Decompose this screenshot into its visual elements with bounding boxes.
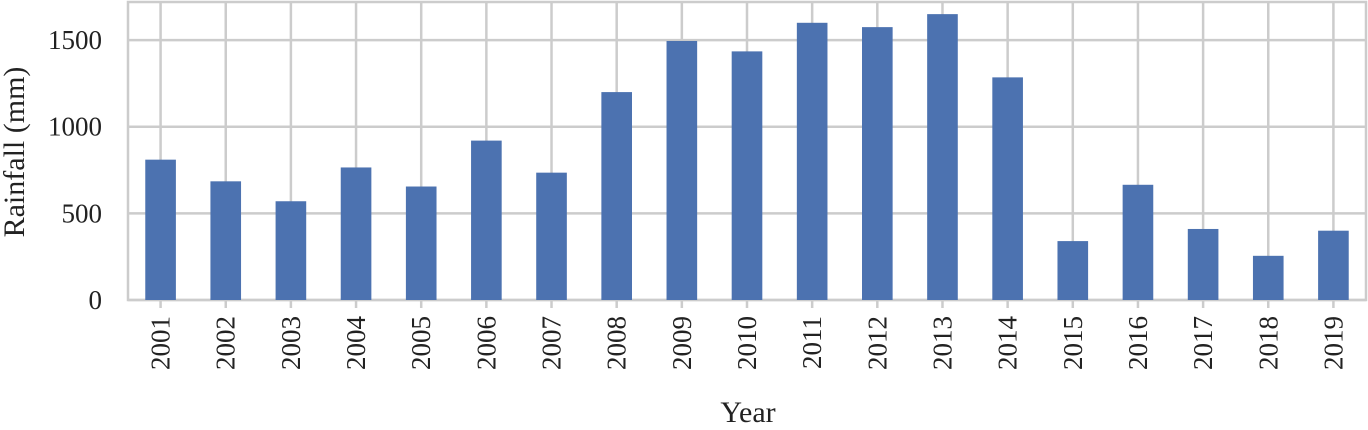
x-tick-label: 2015 xyxy=(1058,316,1088,370)
x-tick-label: 2004 xyxy=(341,316,371,371)
bar xyxy=(927,14,958,301)
bar xyxy=(1187,228,1219,300)
x-tick-labels: 2001 2002 2003 2004 2005 2006 2007 2008 2009 2010… xyxy=(146,316,1349,371)
bar xyxy=(601,92,632,301)
bars xyxy=(145,14,1349,301)
x-tick-label: 2011 xyxy=(797,316,827,369)
x-tick-label: 2003 xyxy=(276,316,306,370)
y-tick-labels: 0 500 1000 1500 xyxy=(48,25,102,315)
x-tick-label: 2010 xyxy=(732,316,762,370)
x-tick-label: 2018 xyxy=(1253,316,1283,370)
bar xyxy=(1252,255,1284,300)
bar xyxy=(340,167,372,300)
x-tick-label: 2016 xyxy=(1123,316,1153,370)
bar xyxy=(666,40,698,301)
bar xyxy=(275,201,307,300)
bar xyxy=(1057,241,1089,300)
bar xyxy=(862,27,893,300)
bar xyxy=(992,77,1023,301)
y-tick-label: 0 xyxy=(89,285,103,315)
bar xyxy=(471,140,502,300)
x-tick-label: 2007 xyxy=(537,316,567,370)
x-tick-label: 2013 xyxy=(927,316,957,370)
x-tick-label: 2019 xyxy=(1318,316,1348,370)
bar xyxy=(210,181,242,300)
bar xyxy=(145,159,176,300)
bar xyxy=(731,51,763,301)
x-tick-label: 2017 xyxy=(1188,316,1218,370)
x-tick-label: 2008 xyxy=(602,316,632,370)
bar xyxy=(405,186,437,300)
y-tick-label: 1500 xyxy=(48,25,102,55)
bar xyxy=(1122,184,1154,300)
bar xyxy=(536,172,567,300)
x-tick-label: 2014 xyxy=(993,316,1023,371)
x-tick-label: 2009 xyxy=(667,316,697,370)
bar xyxy=(1318,230,1349,300)
x-tick-label: 2012 xyxy=(862,316,892,370)
x-tick-label: 2002 xyxy=(211,316,241,370)
x-tick-label: 2005 xyxy=(406,316,436,370)
bar xyxy=(796,22,828,300)
y-tick-label: 500 xyxy=(62,198,103,228)
y-axis-title: Rainfall (mm) xyxy=(0,67,31,238)
x-tick-label: 2001 xyxy=(146,316,176,370)
x-tick-label: 2006 xyxy=(471,316,501,370)
x-axis-title: Year xyxy=(720,396,775,429)
y-tick-label: 1000 xyxy=(48,112,102,142)
